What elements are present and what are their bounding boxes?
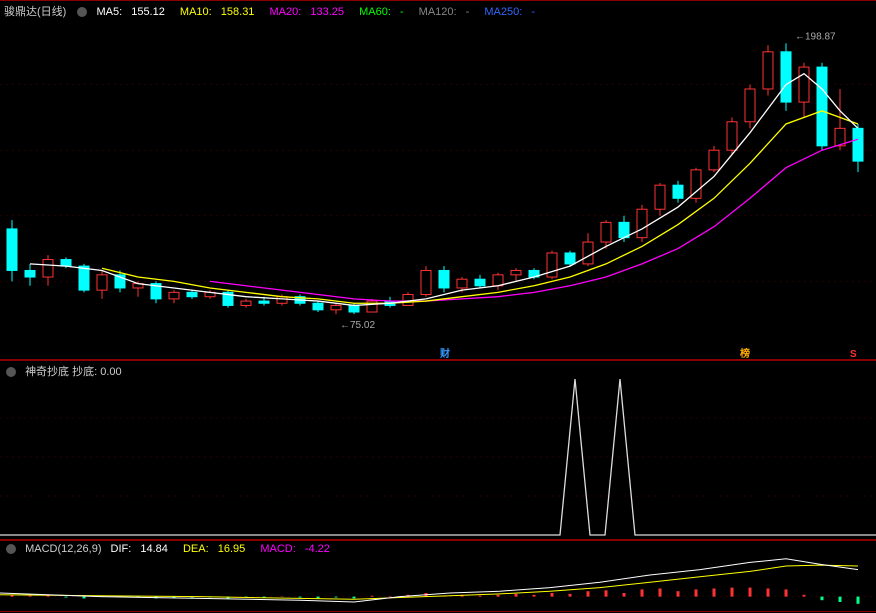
svg-text:←75.02: ←75.02 <box>340 320 375 331</box>
svg-text:←198.87: ←198.87 <box>795 31 836 42</box>
macd-header: MACD(12,26,9) DIF: 14.84 DEA: 16.95 MACD… <box>4 543 342 555</box>
ma60-label: MA60: - <box>359 6 410 18</box>
kline-chart[interactable]: ←198.87 ←75.02 财 榜 S <box>0 1 876 361</box>
macd-title: MACD(12,26,9) <box>25 543 101 555</box>
indicator-dot-icon <box>6 367 16 377</box>
ma10-label: MA10: 158.31 <box>180 6 261 18</box>
svg-text:S: S <box>850 349 857 360</box>
kline-panel[interactable]: 骏鼎达(日线) MA5: 155.12 MA10: 158.31 MA20: 1… <box>0 0 876 360</box>
sub1-header: 神奇抄底 抄底: 0.00 <box>4 363 128 379</box>
ma120-label: MA120: - <box>419 6 476 18</box>
sub1-title: 神奇抄底 抄底: 0.00 <box>25 366 122 378</box>
sub-indicator-panel[interactable]: 神奇抄底 抄底: 0.00 <box>0 360 876 540</box>
svg-text:榜: 榜 <box>740 347 750 360</box>
macd-val-label: MACD: -4.22 <box>260 543 336 555</box>
chart-title: 骏鼎达(日线) <box>4 6 66 18</box>
indicator-dot-icon <box>77 7 87 17</box>
ma20-label: MA20: 133.25 <box>270 6 351 18</box>
sub1-chart[interactable] <box>0 361 876 541</box>
ma250-label: MA250: - <box>484 6 541 18</box>
svg-text:财: 财 <box>439 347 450 360</box>
dea-label: DEA: 16.95 <box>183 543 251 555</box>
ma5-label: MA5: 155.12 <box>96 6 170 18</box>
indicator-dot-icon <box>6 544 16 554</box>
macd-panel[interactable]: MACD(12,26,9) DIF: 14.84 DEA: 16.95 MACD… <box>0 540 876 612</box>
dif-label: DIF: 14.84 <box>111 543 174 555</box>
kline-header: 骏鼎达(日线) MA5: 155.12 MA10: 158.31 MA20: 1… <box>4 3 547 19</box>
